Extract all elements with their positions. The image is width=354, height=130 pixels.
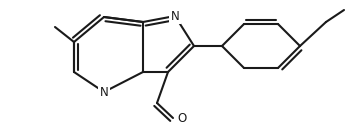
Text: N: N: [99, 86, 108, 99]
Text: O: O: [177, 112, 186, 125]
Text: N: N: [171, 9, 179, 22]
